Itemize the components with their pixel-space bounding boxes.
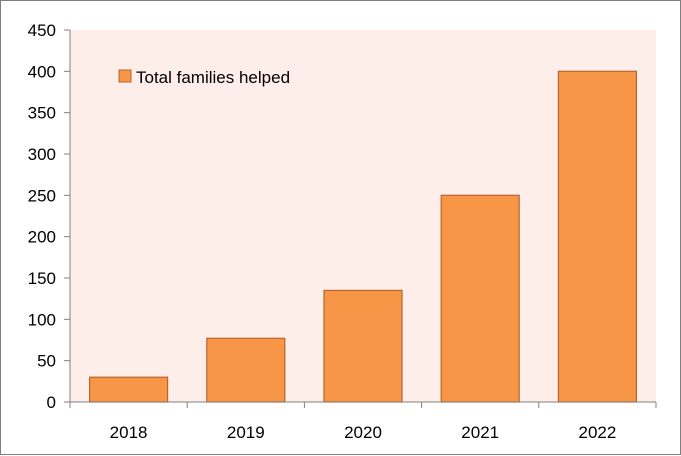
y-tick-label: 450 <box>28 21 56 40</box>
legend-swatch <box>118 69 132 83</box>
legend: Total families helped <box>118 68 290 87</box>
y-tick-label: 100 <box>28 310 56 329</box>
x-tick-label: 2019 <box>227 423 265 442</box>
y-tick-label: 250 <box>28 186 56 205</box>
y-tick-label: 400 <box>28 62 56 81</box>
y-tick-label: 350 <box>28 104 56 123</box>
bar-2018 <box>88 376 169 403</box>
y-tick-label: 300 <box>28 145 56 164</box>
y-tick-label: 50 <box>37 352 56 371</box>
x-tick-label: 2022 <box>578 423 616 442</box>
bars-group <box>88 70 638 403</box>
x-axis: 2018 2019 2020 2021 2022 <box>69 401 657 442</box>
x-tick-label: 2021 <box>461 423 499 442</box>
legend-label: Total families helped <box>136 68 290 87</box>
bar-2019 <box>206 337 286 403</box>
bar-2021 <box>440 194 520 403</box>
y-tick-label: 150 <box>28 269 56 288</box>
bar-2022 <box>557 70 638 403</box>
x-tick-label: 2018 <box>110 423 148 442</box>
y-axis: 0 50 100 150 200 250 300 350 400 450 <box>28 21 71 412</box>
bar-2020 <box>323 289 403 403</box>
x-tick-label: 2020 <box>344 423 382 442</box>
y-tick-label: 200 <box>28 228 56 247</box>
y-tick-label: 0 <box>47 393 56 412</box>
